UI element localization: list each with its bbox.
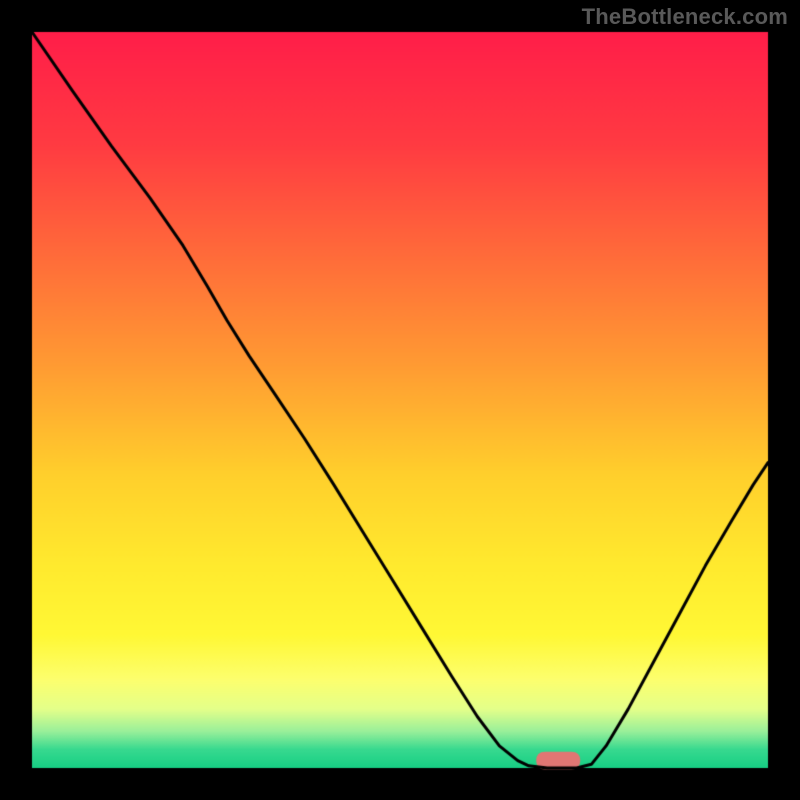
watermark-text: TheBottleneck.com (582, 4, 788, 30)
bottleneck-chart-canvas (0, 0, 800, 800)
